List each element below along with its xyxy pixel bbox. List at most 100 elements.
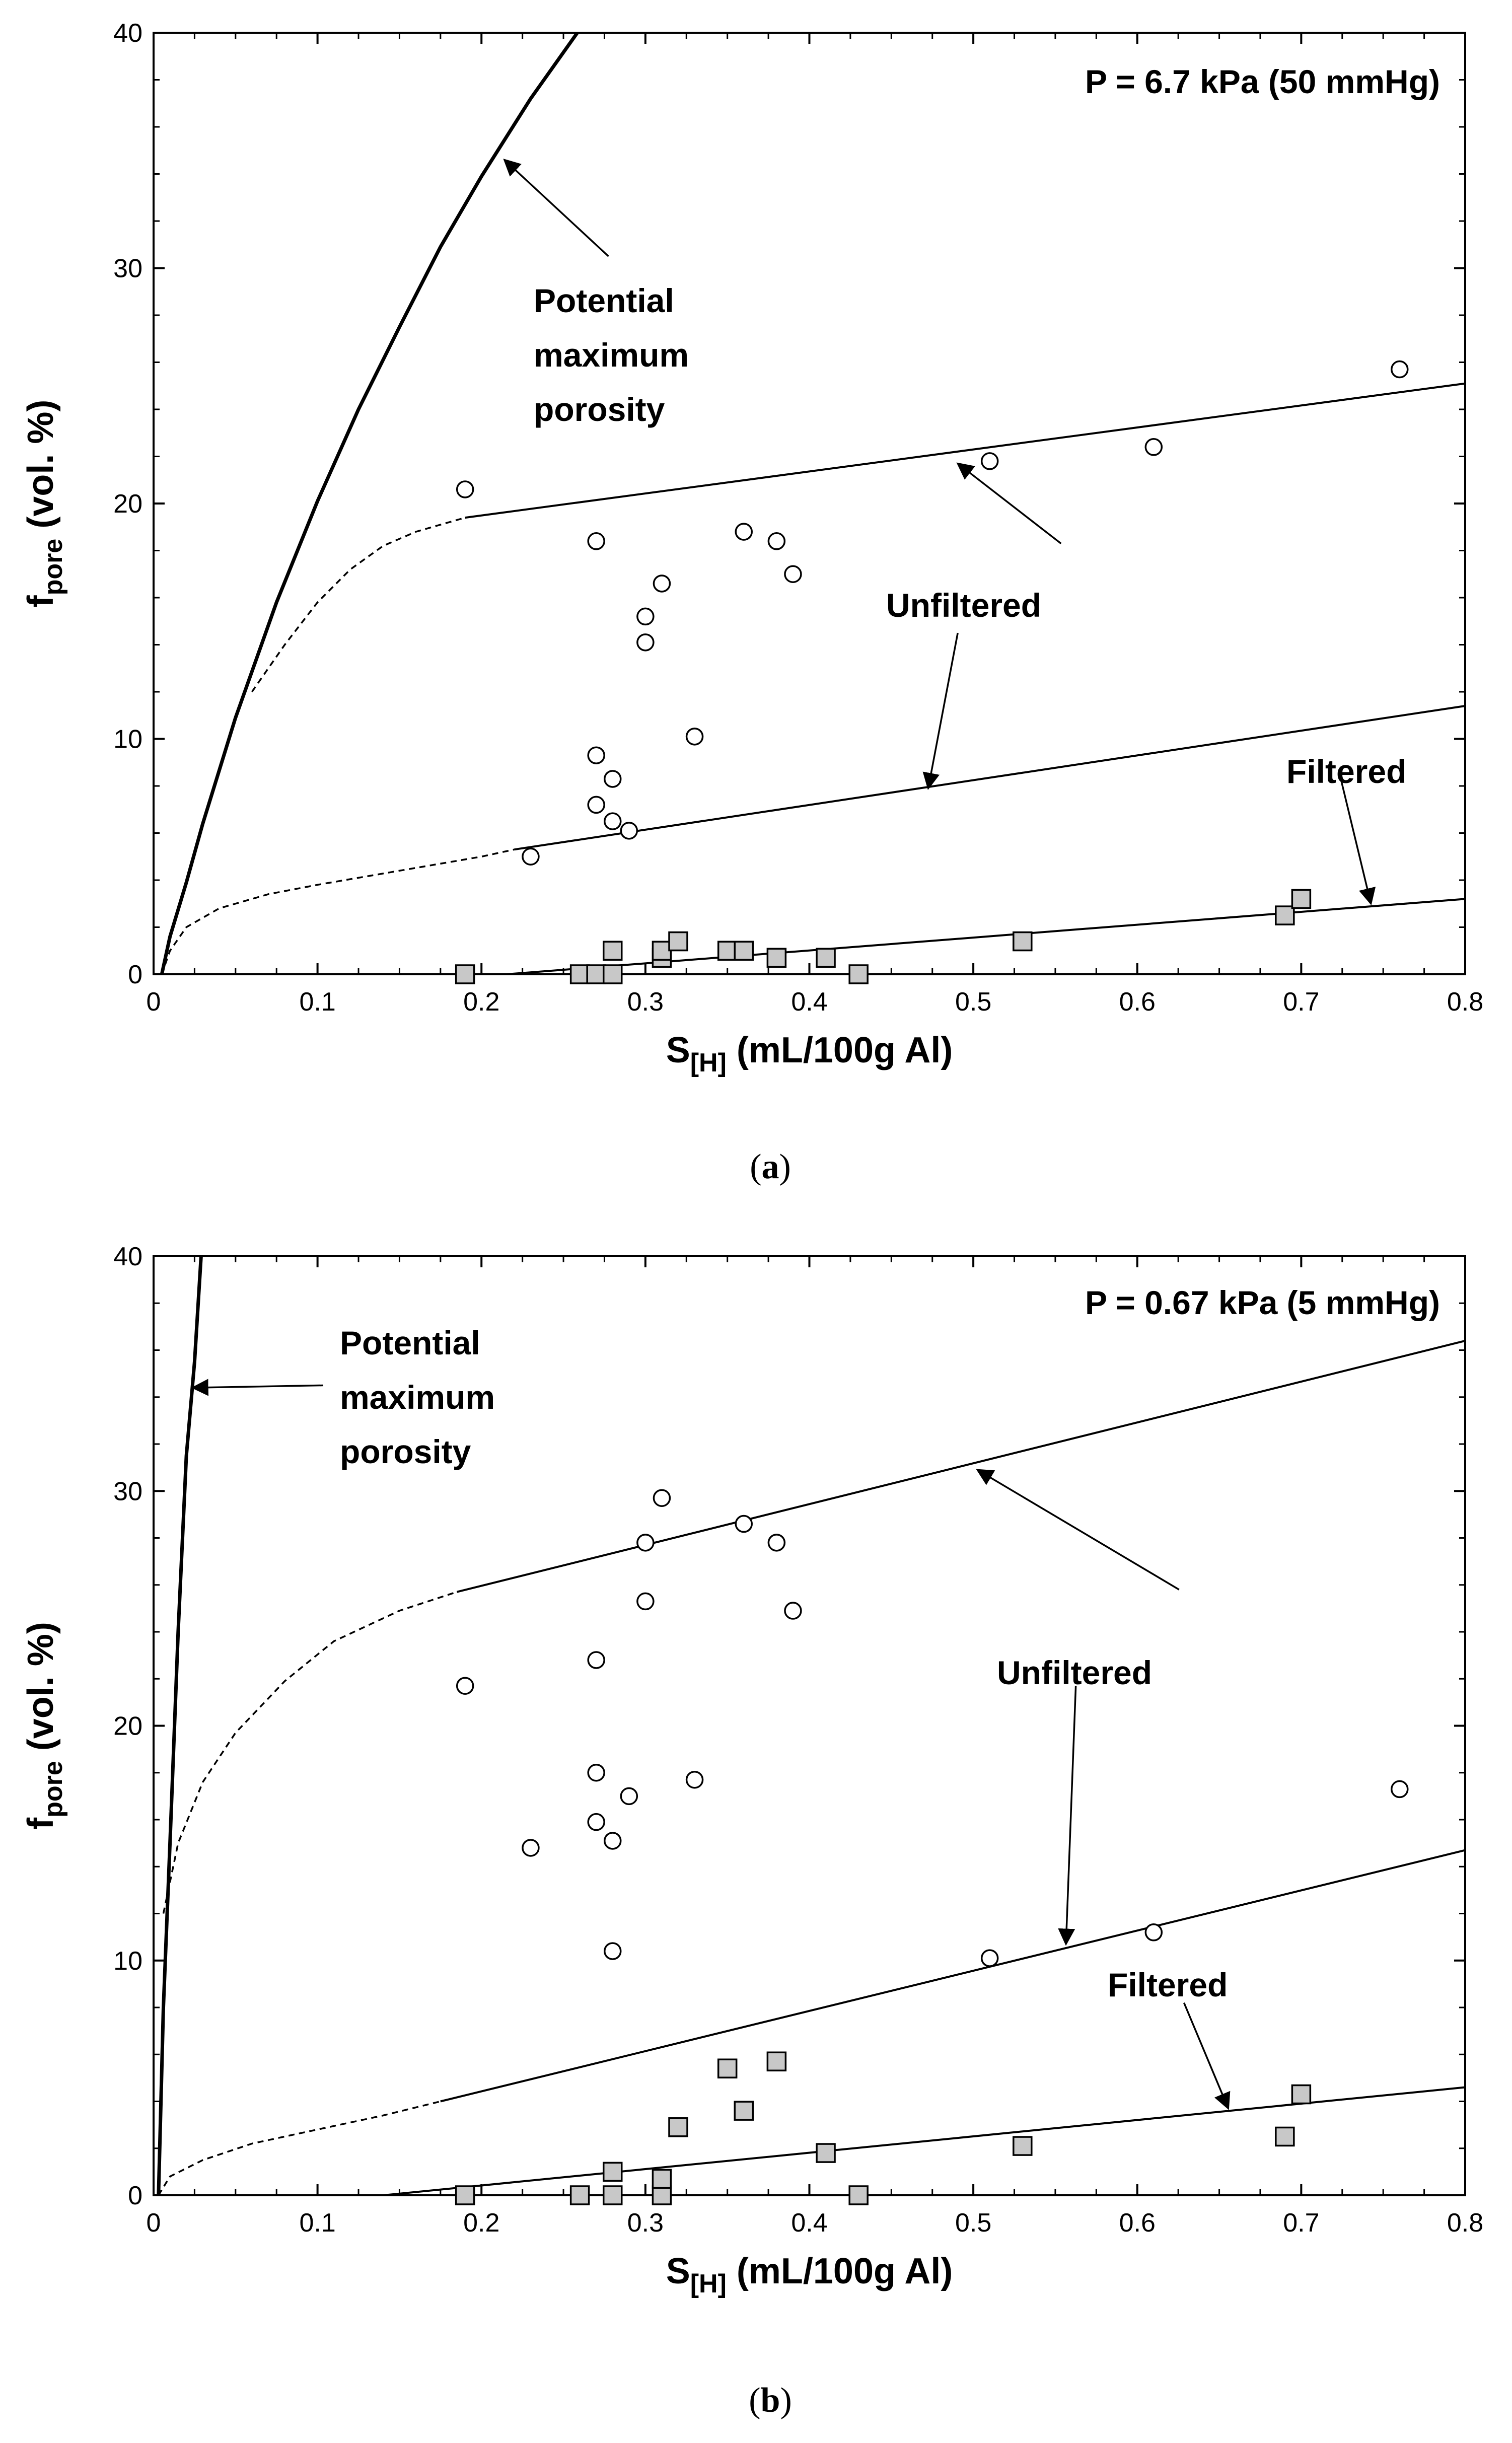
filtered-data-point [652, 2185, 672, 2205]
unfiltered-data-point [587, 1764, 605, 1782]
annotation-arrow [976, 1469, 1180, 1591]
filtered-data-point [569, 964, 590, 984]
filtered-data-point [586, 964, 606, 984]
unfiltered-data-point [604, 1942, 622, 1960]
unfiltered-data-point [587, 1813, 605, 1831]
panel-label: (a) [750, 1147, 791, 1186]
potential-max-porosity-label: porosity [340, 1433, 471, 1470]
unfiltered-data-point [636, 607, 655, 626]
x-axis-title-rest: (mL/100g Al) [727, 1030, 953, 1070]
unfiltered-data-point [636, 1534, 655, 1552]
filtered-data-point [734, 941, 754, 961]
y-axis-title-main: f [21, 1817, 61, 1830]
max-porosity-curve [157, 1256, 203, 2196]
y-tick-label: 30 [113, 254, 142, 283]
unfiltered-data-point [1144, 438, 1163, 456]
unfiltered-data-point [767, 1534, 786, 1552]
filtered-data-point [766, 948, 787, 968]
potential-max-porosity-label: maximum [340, 1379, 495, 1416]
potential-max-porosity-label: maximum [534, 336, 689, 374]
panel-label-letter: b [761, 2381, 780, 2420]
unfiltered-lower-line [440, 1849, 1466, 2103]
filtered-data-point [455, 964, 475, 984]
y-tick-label: 10 [113, 725, 142, 754]
potential-max-porosity-label: Potential [340, 1324, 480, 1361]
pressure-label: P = 6.7 kPa (50 mmHg) [1085, 63, 1440, 100]
annotation-arrow [191, 1379, 324, 1396]
filtered-data-point [848, 964, 869, 984]
filtered-data-point [668, 2117, 688, 2137]
x-tick-label: 0.3 [627, 987, 664, 1017]
annotation-arrow [1183, 2002, 1231, 2110]
filtered-line [506, 898, 1466, 975]
x-tick-label: 0.5 [955, 987, 991, 1017]
filtered-data-point [603, 2162, 623, 2182]
y-axis-title-rest: (vol. %) [21, 1622, 61, 1761]
unfiltered-data-point [456, 480, 474, 498]
filtered-data-point [717, 941, 738, 961]
filtered-data-point [1275, 905, 1295, 925]
unfiltered-data-point [653, 574, 671, 593]
x-tick-label: 0.5 [955, 2208, 991, 2238]
chart-panel-a: 0 0.1 0.2 0.3 0.4 0.5 0.6 0.7 0.8 0 10 20 30 40 S[H] (… [21, 19, 1483, 1186]
unfiltered-data-point [456, 1677, 474, 1695]
unfiltered-data-point [735, 523, 753, 541]
panel-label-close: ) [780, 2381, 791, 2420]
y-axis-title: fpore (vol. %) [21, 400, 68, 608]
filtered-data-point [569, 2185, 590, 2205]
unfiltered-data-point [522, 1839, 540, 1857]
unfiltered-data-point [1391, 360, 1409, 379]
unfiltered-data-point [522, 847, 540, 866]
y-tick-label: 0 [128, 2181, 142, 2210]
panel-label: (b) [749, 2381, 792, 2420]
unfiltered-upper-line [456, 1339, 1466, 1593]
y-tick-label: 10 [113, 1947, 142, 1976]
y-tick-label: 40 [113, 19, 142, 48]
unfiltered-data-point [604, 770, 622, 788]
x-tick-label: 0 [147, 987, 161, 1017]
max-porosity-curve [160, 31, 579, 975]
filtered-data-point [766, 2051, 787, 2071]
y-axis-title: fpore (vol. %) [21, 1622, 68, 1830]
filtered-label: Filtered [1108, 1966, 1228, 2003]
x-tick-label: 0.4 [791, 987, 827, 1017]
y-axis-title-main: f [21, 595, 61, 607]
unfiltered-data-point [604, 1832, 622, 1850]
unfiltered-data-point [1144, 1923, 1163, 1942]
x-tick-label: 0.3 [627, 2208, 664, 2238]
unfiltered-data-point [767, 532, 786, 550]
unfiltered-data-point [620, 822, 638, 840]
y-axis-title-rest: (vol. %) [21, 400, 61, 539]
x-axis-title-main: S [666, 2251, 690, 2291]
plot-frame [153, 32, 1466, 975]
filtered-data-point [668, 931, 688, 952]
unfiltered-data-point [685, 1770, 704, 1789]
panel-label-close: ) [779, 1147, 791, 1186]
filtered-data-point [652, 941, 672, 961]
filtered-data-point [1013, 931, 1033, 952]
chart-panel-b: 0 0.1 0.2 0.3 0.4 0.5 0.6 0.7 0.8 0 10 20 30 40 S[H] (… [21, 1242, 1483, 2420]
unfiltered-data-point [587, 746, 605, 764]
unfiltered-data-point [980, 452, 999, 470]
filtered-data-point [848, 2185, 869, 2205]
panel-label-letter: a [762, 1147, 779, 1186]
filtered-line [383, 2086, 1466, 2196]
x-axis-title: S[H] (mL/100g Al) [666, 1030, 953, 1077]
unfiltered-data-point [653, 1489, 671, 1507]
filtered-data-point [717, 2058, 738, 2078]
pressure-label: P = 0.67 kPa (5 mmHg) [1085, 1284, 1440, 1321]
unfiltered-data-point [587, 796, 605, 814]
x-axis-title: S[H] (mL/100g Al) [666, 2251, 953, 2298]
unfiltered-data-point [604, 812, 622, 830]
x-axis-title-sub: [H] [690, 1048, 727, 1077]
x-tick-label: 0.7 [1283, 987, 1319, 1017]
filtered-data-point [603, 964, 623, 984]
x-tick-label: 0.6 [1119, 2208, 1156, 2238]
x-axis-title-rest: (mL/100g Al) [727, 2251, 953, 2291]
y-tick-label: 0 [128, 960, 142, 989]
filtered-data-point [734, 2101, 754, 2121]
filtered-data-point [1291, 2084, 1312, 2105]
filtered-data-point [603, 2185, 623, 2205]
annotation-arrow [956, 462, 1062, 544]
x-tick-label: 0.6 [1119, 987, 1156, 1017]
